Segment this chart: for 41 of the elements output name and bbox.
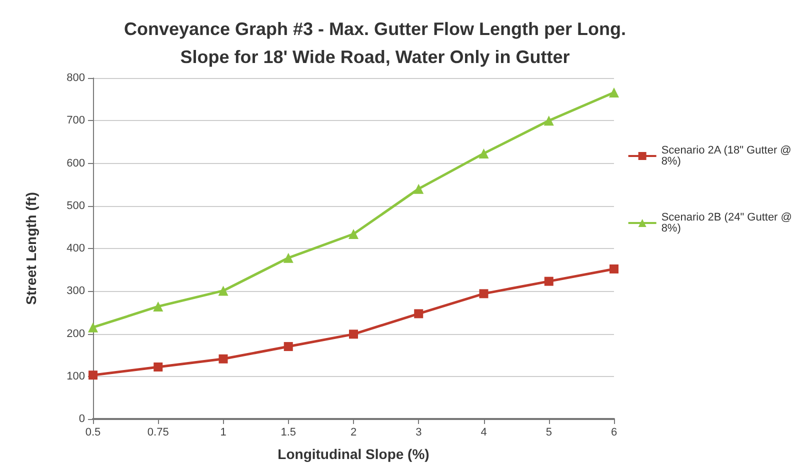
x-tick-label: 6 bbox=[610, 426, 618, 438]
x-tick-label: 3 bbox=[416, 426, 422, 438]
y-axis-title: Street Length (ft) bbox=[23, 192, 39, 305]
point bbox=[349, 330, 358, 339]
point bbox=[348, 229, 358, 240]
y-tick-label: 700 bbox=[66, 114, 85, 127]
legend-label: Scenario 2B (24" Gutter @ 8%) bbox=[661, 212, 795, 234]
y-tick-label: 800 bbox=[66, 72, 85, 84]
x-tick-label: 0.75 bbox=[147, 426, 169, 438]
x-tick-label: 1 bbox=[220, 426, 226, 438]
x-tick-label: 4 bbox=[480, 426, 487, 438]
point bbox=[88, 370, 98, 380]
x-tick-label: 0.5 bbox=[85, 426, 101, 438]
y-tick-label: 200 bbox=[66, 328, 85, 340]
x-tick-label: 5 bbox=[546, 426, 552, 438]
point bbox=[610, 264, 618, 274]
point bbox=[414, 184, 424, 194]
chart-title: Conveyance Graph #3 - Max. Gutter Flow Length per Long. Slope for 18' Wide Road, Water Only in Gutter bbox=[124, 19, 626, 67]
point bbox=[218, 286, 228, 296]
point bbox=[479, 289, 488, 298]
point bbox=[544, 276, 554, 286]
y-tick-label: 0 bbox=[78, 413, 85, 425]
point bbox=[153, 301, 164, 312]
x-tick-label: 1.5 bbox=[280, 426, 296, 438]
point bbox=[284, 342, 293, 352]
point bbox=[218, 354, 228, 364]
legend-label: Scenario 2A (18" Gutter @ 8%) bbox=[661, 144, 794, 168]
point bbox=[609, 87, 619, 98]
x-tick-label: 2 bbox=[350, 426, 357, 438]
y-tick-label: 600 bbox=[66, 157, 85, 170]
point bbox=[283, 252, 294, 263]
y-tick-label: 400 bbox=[66, 242, 85, 254]
x-axis-title: Longitudinal Slope (%) bbox=[278, 446, 430, 462]
point bbox=[414, 309, 424, 318]
point bbox=[478, 148, 489, 158]
y-tick-label: 500 bbox=[66, 200, 85, 212]
point bbox=[154, 362, 163, 372]
y-tick-label: 100 bbox=[66, 370, 85, 382]
point bbox=[88, 322, 98, 332]
y-tick-label: 300 bbox=[66, 285, 85, 298]
point bbox=[544, 116, 554, 126]
